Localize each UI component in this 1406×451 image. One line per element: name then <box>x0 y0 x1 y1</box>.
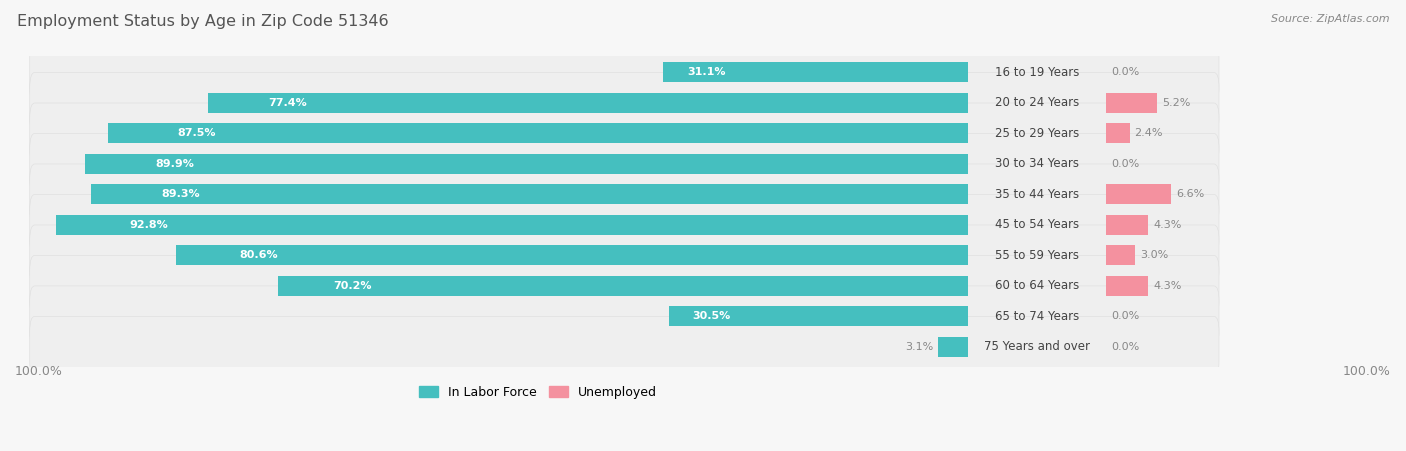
FancyBboxPatch shape <box>30 133 1219 194</box>
Text: 3.1%: 3.1% <box>904 342 934 352</box>
Text: 100.0%: 100.0% <box>15 365 63 378</box>
FancyBboxPatch shape <box>30 317 1219 377</box>
Legend: In Labor Force, Unemployed: In Labor Force, Unemployed <box>413 381 662 404</box>
FancyBboxPatch shape <box>30 286 1219 347</box>
Text: 100.0%: 100.0% <box>1343 365 1391 378</box>
Text: 87.5%: 87.5% <box>177 129 215 138</box>
Bar <box>56 215 969 235</box>
Text: 92.8%: 92.8% <box>129 220 167 230</box>
Text: 4.3%: 4.3% <box>1153 220 1181 230</box>
FancyBboxPatch shape <box>30 103 1219 164</box>
Text: 0.0%: 0.0% <box>1111 342 1139 352</box>
Text: 2.4%: 2.4% <box>1135 129 1163 138</box>
Text: 60 to 64 Years: 60 to 64 Years <box>995 279 1080 292</box>
Text: 35 to 44 Years: 35 to 44 Years <box>995 188 1080 201</box>
Text: 0.0%: 0.0% <box>1111 67 1139 78</box>
Bar <box>1107 93 1157 113</box>
Text: 80.6%: 80.6% <box>239 250 278 260</box>
Text: 0.0%: 0.0% <box>1111 311 1139 321</box>
Bar <box>662 62 969 82</box>
Text: 3.0%: 3.0% <box>1140 250 1168 260</box>
FancyBboxPatch shape <box>30 42 1219 103</box>
Bar <box>208 93 969 113</box>
Bar <box>1107 276 1149 296</box>
Text: 30 to 34 Years: 30 to 34 Years <box>995 157 1080 170</box>
Text: 31.1%: 31.1% <box>688 67 725 78</box>
Bar <box>938 337 969 357</box>
Text: 0.0%: 0.0% <box>1111 159 1139 169</box>
Text: 45 to 54 Years: 45 to 54 Years <box>995 218 1080 231</box>
Bar <box>84 154 969 174</box>
Bar <box>1107 184 1171 204</box>
Text: 89.9%: 89.9% <box>156 159 194 169</box>
Text: 89.3%: 89.3% <box>160 189 200 199</box>
FancyBboxPatch shape <box>30 73 1219 133</box>
FancyBboxPatch shape <box>30 194 1219 255</box>
Bar <box>108 124 969 143</box>
Bar <box>669 306 969 326</box>
Text: 20 to 24 Years: 20 to 24 Years <box>995 97 1080 109</box>
Bar <box>90 184 969 204</box>
Text: 30.5%: 30.5% <box>693 311 731 321</box>
Text: 6.6%: 6.6% <box>1175 189 1204 199</box>
Bar <box>1107 215 1149 235</box>
Text: 5.2%: 5.2% <box>1161 98 1191 108</box>
Bar <box>1107 245 1136 265</box>
Text: 16 to 19 Years: 16 to 19 Years <box>995 66 1080 79</box>
FancyBboxPatch shape <box>30 164 1219 225</box>
FancyBboxPatch shape <box>30 225 1219 285</box>
FancyBboxPatch shape <box>30 255 1219 316</box>
Text: 77.4%: 77.4% <box>269 98 308 108</box>
Text: 4.3%: 4.3% <box>1153 281 1181 291</box>
Text: Source: ZipAtlas.com: Source: ZipAtlas.com <box>1271 14 1389 23</box>
Text: 70.2%: 70.2% <box>333 281 373 291</box>
Text: 25 to 29 Years: 25 to 29 Years <box>995 127 1080 140</box>
Text: 65 to 74 Years: 65 to 74 Years <box>995 310 1080 323</box>
Text: 75 Years and over: 75 Years and over <box>984 340 1090 353</box>
Bar <box>278 276 969 296</box>
Text: Employment Status by Age in Zip Code 51346: Employment Status by Age in Zip Code 513… <box>17 14 388 28</box>
Bar <box>176 245 969 265</box>
Text: 55 to 59 Years: 55 to 59 Years <box>995 249 1080 262</box>
Bar <box>1107 124 1129 143</box>
